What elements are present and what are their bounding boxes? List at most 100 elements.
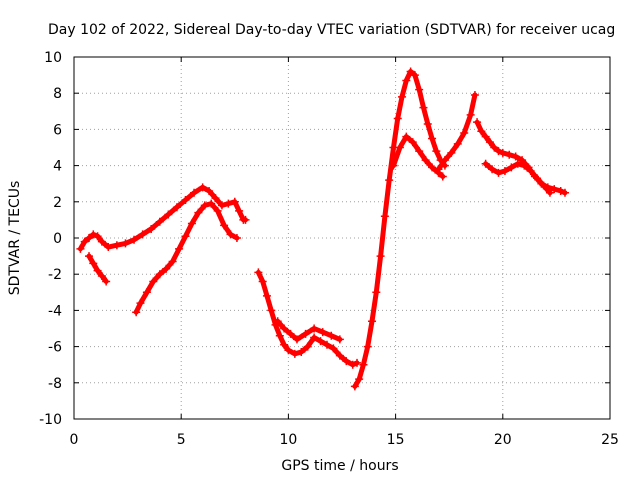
data-point-arc-6: [410, 71, 419, 80]
data-point-arc-3: [181, 232, 190, 241]
data-point-arc-9: [511, 152, 520, 161]
data-point-arc-1: [80, 237, 89, 246]
y-tick-label: -10: [39, 412, 62, 428]
data-point-arc-5: [301, 329, 310, 338]
data-point-arc-3: [220, 221, 229, 230]
data-point-arc-3: [187, 219, 196, 228]
data-point-arc-10: [533, 174, 542, 183]
y-tick-label: 8: [53, 86, 62, 102]
axis-ticks: [73, 56, 611, 420]
y-tick-label: -4: [48, 303, 62, 319]
x-tick-label: 25: [601, 432, 619, 448]
series-arc-9: [474, 119, 568, 196]
data-point-arc-9: [490, 143, 499, 152]
data-point-arc-10: [539, 181, 548, 190]
data-point-arc-1: [172, 203, 181, 212]
data-point-arc-1: [76, 244, 85, 253]
data-point-arc-4: [310, 333, 319, 342]
data-point-arc-7: [438, 172, 447, 181]
data-point-arc-8: [447, 148, 456, 157]
data-point-arc-3: [149, 277, 158, 286]
data-point-arc-9: [556, 186, 565, 195]
data-point-arc-4: [297, 348, 306, 357]
data-point-arc-1: [97, 237, 106, 246]
data-point-arc-1: [205, 186, 214, 195]
data-point-arc-8: [453, 139, 462, 148]
data-point-arc-1: [198, 183, 207, 192]
data-point-arc-6: [432, 147, 441, 156]
data-point-arc-3: [162, 264, 171, 273]
y-tick-label: -6: [48, 340, 62, 356]
data-point-arc-1: [211, 194, 220, 203]
series-arc-4: [255, 269, 360, 368]
data-point-arc-1: [130, 235, 139, 244]
y-tick-label: -8: [48, 376, 62, 392]
data-point-arc-5: [286, 329, 295, 338]
data-point-arc-6: [398, 92, 407, 101]
y-tick-label: 0: [53, 231, 62, 247]
data-point-arc-5: [310, 324, 319, 333]
data-point-arc-6: [372, 288, 381, 297]
data-point-arc-5: [318, 328, 327, 337]
chart-title: Day 102 of 2022, Sidereal Day-to-day VTE…: [48, 22, 615, 38]
data-point-arc-6: [385, 176, 394, 185]
data-point-arc-4: [322, 340, 331, 349]
data-point-arc-6: [368, 317, 377, 326]
data-point-arc-6: [363, 342, 372, 351]
data-point-arc-7: [428, 163, 437, 172]
data-point-arc-10: [545, 188, 554, 197]
data-point-arc-4: [258, 277, 267, 286]
data-point-arc-3: [168, 257, 177, 266]
data-point-arc-2: [89, 259, 98, 268]
x-tick-label: 15: [387, 432, 405, 448]
data-point-arc-9: [473, 118, 482, 127]
y-tick-label: 2: [53, 195, 62, 211]
data-point-arc-1: [224, 199, 233, 208]
data-point-arc-1: [235, 206, 244, 215]
data-point-arc-10: [481, 159, 490, 168]
data-point-arc-10: [526, 167, 535, 176]
data-point-arc-1: [93, 232, 102, 241]
data-point-arc-5: [280, 324, 289, 333]
data-point-arc-8: [434, 165, 443, 174]
data-point-arc-1: [164, 210, 173, 219]
data-point-arc-4: [316, 337, 325, 346]
data-point-arc-1: [217, 201, 226, 210]
data-point-arc-8: [466, 110, 475, 119]
data-point-arc-7: [395, 143, 404, 152]
data-point-arc-6: [380, 212, 389, 221]
data-point-arc-10: [494, 168, 503, 177]
data-point-arc-4: [254, 268, 263, 277]
x-tick-label: 5: [177, 432, 186, 448]
grid: [74, 57, 610, 419]
data-point-arc-9: [481, 132, 490, 141]
data-point-arc-3: [213, 206, 222, 215]
data-point-arc-5: [335, 335, 344, 344]
data-point-arc-4: [275, 331, 284, 340]
data-point-arc-6: [376, 252, 385, 261]
data-point-arc-4: [267, 306, 276, 315]
data-point-arc-3: [155, 270, 164, 279]
data-point-arc-3: [175, 244, 184, 253]
data-point-arc-1: [241, 215, 250, 224]
x-tick-label: 10: [279, 432, 297, 448]
data-point-arc-10: [520, 161, 529, 170]
data-point-arc-1: [155, 217, 164, 226]
data-point-arc-9: [550, 185, 559, 194]
y-tick-label: 4: [53, 159, 62, 175]
data-series: [76, 67, 569, 391]
data-point-arc-10: [507, 163, 516, 172]
data-point-arc-6: [428, 134, 437, 143]
series-arc-6: [352, 69, 448, 389]
data-point-arc-7: [421, 156, 430, 165]
data-point-arc-6: [419, 103, 428, 112]
y-tick-labels: -10 -8 -6 -4 -2 0 2 4 6 8 10: [39, 50, 62, 428]
x-tick-labels: 0 5 10 15 20 25: [70, 432, 619, 448]
data-point-arc-3: [136, 299, 145, 308]
data-point-arc-4: [262, 291, 271, 300]
data-point-arc-3: [142, 288, 151, 297]
data-point-arc-1: [89, 230, 98, 239]
data-point-arc-3: [132, 308, 141, 317]
data-point-arc-3: [207, 199, 216, 208]
data-point-arc-6: [393, 114, 402, 123]
